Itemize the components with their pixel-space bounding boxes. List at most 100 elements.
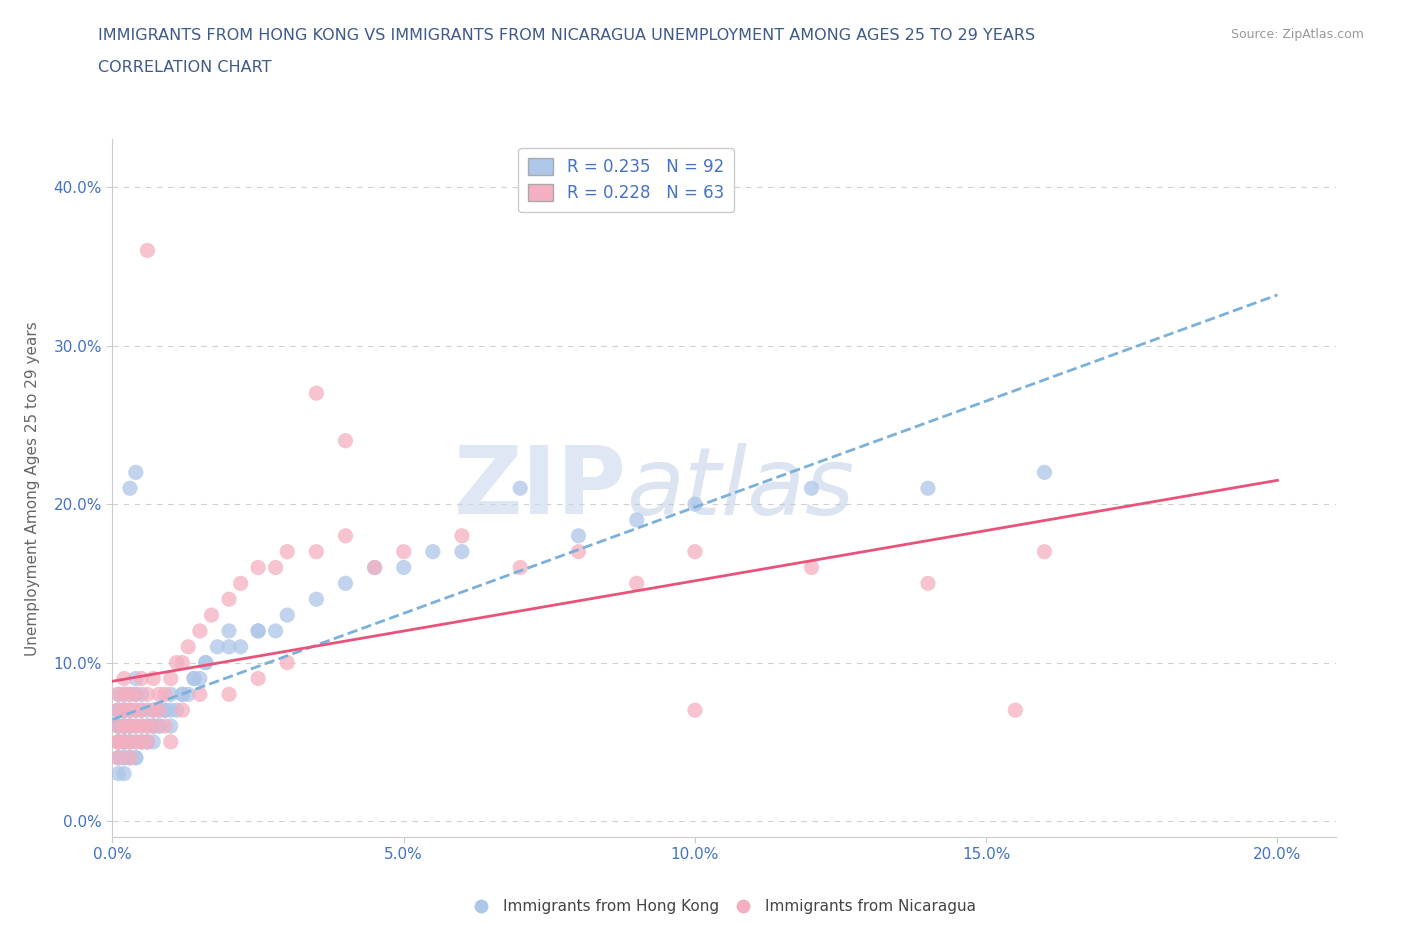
Point (917, 576, 939, 591)
Point (148, 687, 170, 702)
Point (276, 655, 298, 670)
Point (118, 735, 141, 750)
Point (118, 719, 141, 734)
Point (125, 671, 148, 686)
Point (626, 576, 648, 591)
Point (107, 719, 129, 734)
Point (131, 703, 153, 718)
Point (626, 512, 648, 527)
Point (183, 671, 205, 686)
Text: CORRELATION CHART: CORRELATION CHART (98, 60, 271, 75)
Point (112, 703, 135, 718)
Point (107, 751, 129, 765)
Text: IMMIGRANTS FROM HONG KONG VS IMMIGRANTS FROM NICARAGUA UNEMPLOYMENT AMONG AGES 2: IMMIGRANTS FROM HONG KONG VS IMMIGRANTS … (98, 28, 1036, 43)
Point (131, 671, 153, 686)
Point (112, 719, 135, 734)
Point (229, 639, 252, 654)
Point (131, 735, 153, 750)
Point (142, 703, 165, 718)
Point (142, 703, 165, 718)
Point (335, 528, 357, 543)
Point (118, 719, 141, 734)
Point (107, 719, 129, 734)
Point (153, 687, 176, 702)
Point (148, 719, 170, 734)
Point (305, 386, 328, 401)
Point (107, 735, 129, 750)
Point (125, 735, 148, 750)
Point (177, 639, 200, 654)
Point (131, 719, 153, 734)
Point (136, 735, 159, 750)
Point (112, 719, 135, 734)
Point (509, 481, 531, 496)
Point (148, 703, 170, 718)
Point (683, 703, 706, 718)
Point (107, 735, 129, 750)
Point (112, 703, 135, 718)
Legend: Immigrants from Hong Kong, Immigrants from Nicaragua: Immigrants from Hong Kong, Immigrants fr… (467, 893, 981, 920)
Point (131, 687, 153, 702)
Point (125, 751, 148, 765)
Point (159, 671, 181, 686)
Point (142, 671, 165, 686)
Point (118, 703, 141, 718)
Point (200, 607, 222, 622)
Point (166, 703, 188, 718)
Point (112, 687, 135, 702)
Point (247, 671, 270, 686)
Y-axis label: Unemployment Among Ages 25 to 29 years: Unemployment Among Ages 25 to 29 years (25, 321, 39, 656)
Point (131, 735, 153, 750)
Point (1033, 544, 1056, 559)
Point (194, 655, 217, 670)
Point (567, 544, 589, 559)
Point (229, 576, 252, 591)
Point (264, 560, 287, 575)
Point (218, 687, 240, 702)
Point (142, 735, 165, 750)
Point (107, 687, 129, 702)
Point (125, 703, 148, 718)
Point (305, 544, 328, 559)
Point (335, 433, 357, 448)
Point (118, 687, 141, 702)
Point (159, 703, 181, 718)
Point (125, 703, 148, 718)
Point (136, 719, 159, 734)
Point (363, 560, 385, 575)
Point (451, 544, 474, 559)
Point (148, 703, 170, 718)
Text: atlas: atlas (626, 443, 855, 534)
Point (125, 719, 148, 734)
Point (335, 576, 357, 591)
Point (194, 655, 217, 670)
Point (118, 481, 141, 496)
Point (276, 607, 298, 622)
Point (112, 751, 135, 765)
Point (131, 719, 153, 734)
Point (247, 623, 270, 638)
Point (112, 719, 135, 734)
Point (136, 735, 159, 750)
Point (112, 735, 135, 750)
Text: ZIP: ZIP (453, 443, 626, 534)
Point (107, 735, 129, 750)
Point (112, 719, 135, 734)
Point (112, 735, 135, 750)
Point (153, 719, 176, 734)
Point (131, 703, 153, 718)
Point (107, 719, 129, 734)
Point (112, 735, 135, 750)
Point (118, 735, 141, 750)
Point (218, 623, 240, 638)
Point (188, 671, 211, 686)
Point (118, 703, 141, 718)
Point (118, 751, 141, 765)
Point (392, 544, 415, 559)
Point (276, 544, 298, 559)
Point (207, 639, 229, 654)
Point (264, 623, 287, 638)
Point (153, 703, 176, 718)
Point (136, 243, 159, 258)
Point (567, 528, 589, 543)
